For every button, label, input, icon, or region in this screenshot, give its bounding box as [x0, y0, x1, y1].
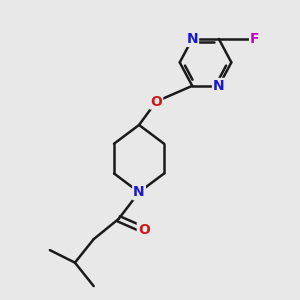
Text: N: N [133, 185, 145, 199]
Text: F: F [250, 32, 260, 46]
Text: N: N [213, 79, 225, 93]
Text: O: O [138, 223, 150, 237]
Text: O: O [150, 94, 162, 109]
Text: N: N [186, 32, 198, 46]
